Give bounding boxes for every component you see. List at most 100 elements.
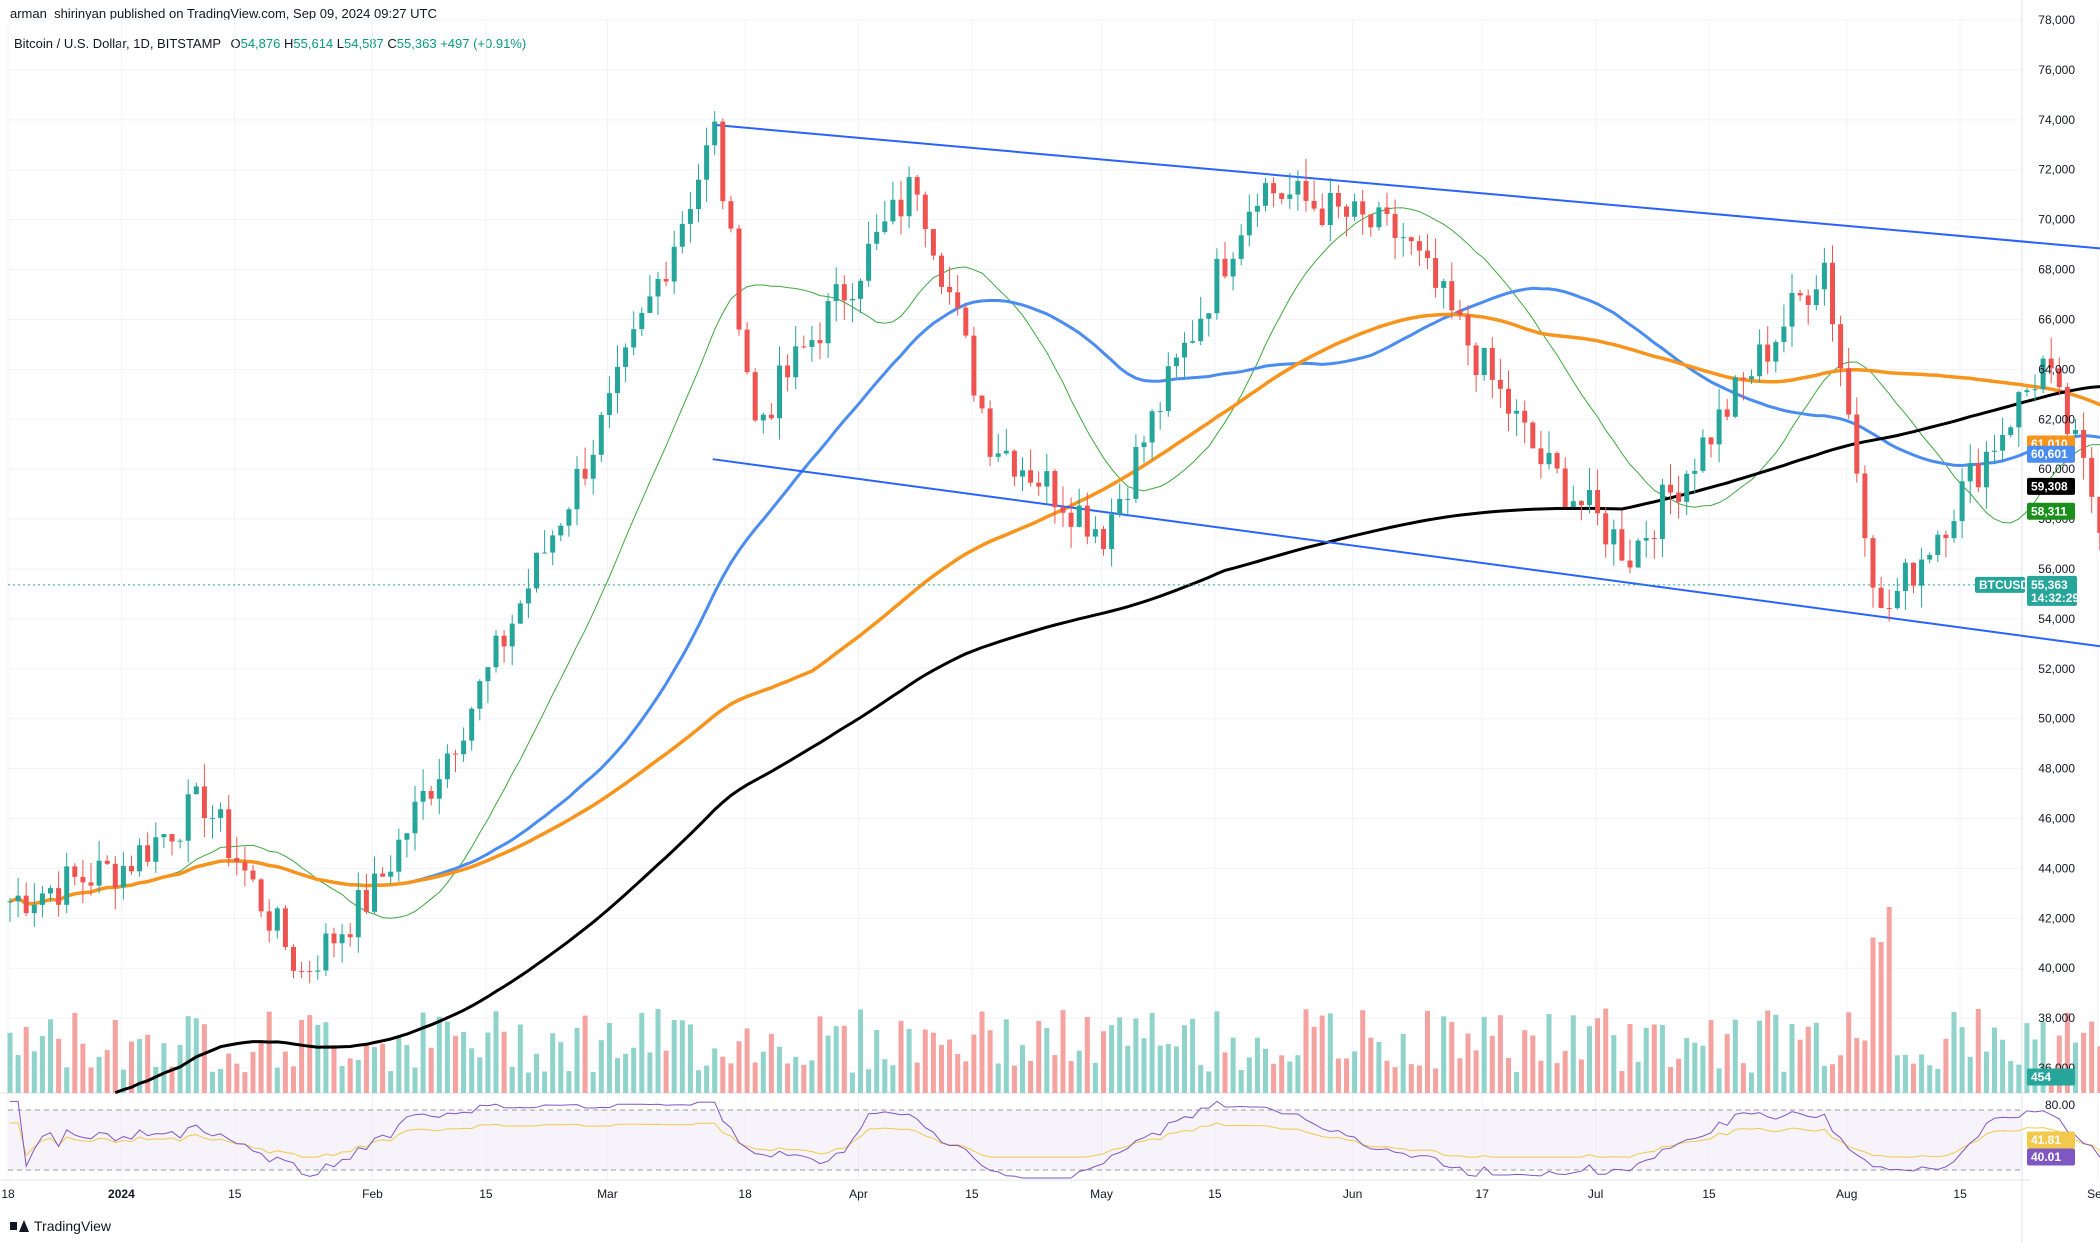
candle-body [1003, 450, 1009, 454]
volume-bar [1497, 1015, 1503, 1093]
candle-body [971, 335, 977, 396]
candle-body [339, 934, 345, 944]
candle-body [1052, 471, 1058, 508]
candle-body [1165, 366, 1171, 412]
candle-body [2024, 390, 2030, 393]
candle-body [736, 228, 742, 330]
candle-body [96, 860, 102, 886]
countdown-badge: 14:32:29 [2031, 591, 2079, 605]
candle-body [1198, 318, 1204, 342]
candle-body [574, 468, 580, 510]
candle-body [687, 209, 693, 224]
candle-body [1935, 534, 1941, 555]
candle-body [744, 329, 750, 373]
candle-body [1327, 192, 1333, 226]
symbol-legend[interactable]: Bitcoin / U.S. Dollar, 1D, BITSTAMP O54,… [14, 36, 526, 51]
volume-bar [1489, 1035, 1495, 1093]
candle-body [947, 286, 953, 293]
change-value: +497 (+0.91%) [440, 36, 527, 51]
tradingview-logo[interactable]: TradingView [10, 1218, 111, 1234]
candle-body [80, 876, 86, 883]
candle-body [88, 882, 94, 886]
volume-bar [1141, 1038, 1147, 1093]
candle-body [833, 284, 839, 302]
volume-bar [120, 1069, 126, 1093]
candle-body [137, 845, 143, 872]
volume-bar [987, 1030, 993, 1093]
candle-body [1749, 376, 1754, 380]
volume-bar [655, 1009, 661, 1093]
candle-body [1959, 481, 1965, 522]
candle-body [995, 453, 1001, 457]
candle-body [866, 243, 872, 281]
volume-bar [428, 1047, 434, 1093]
candle-body [882, 221, 888, 232]
volume-bar [1740, 1063, 1746, 1093]
candles [7, 111, 2100, 984]
volume-bar [1773, 1014, 1779, 1093]
candle-body [987, 408, 993, 457]
candle-body [1943, 534, 1949, 539]
candle-body [1627, 560, 1633, 568]
volume-bar [1165, 1044, 1171, 1093]
candle-body [1368, 214, 1374, 228]
candle-body [2097, 496, 2100, 533]
volume-bar [469, 1048, 475, 1093]
volume-bar [1360, 1010, 1366, 1093]
candle-body [428, 790, 434, 799]
candle-body [696, 179, 701, 210]
channel-lines [8, 123, 2100, 648]
badge-ma-blue-bg [2027, 445, 2075, 463]
volume-bar [1627, 1023, 1633, 1093]
volume-bar [517, 1024, 523, 1093]
time-tick: 15 [965, 1187, 979, 1201]
volume-bar [1854, 1038, 1860, 1093]
time-tick: Apr [849, 1187, 868, 1201]
volume-bar [1465, 1033, 1471, 1093]
candle-body [48, 888, 53, 894]
candle-body [1643, 537, 1649, 541]
badge-rsi-bg [2027, 1148, 2075, 1166]
volume-bar [647, 1052, 653, 1093]
volume-bar [2016, 1064, 2022, 1093]
volume-bar [1749, 1072, 1754, 1093]
volume-bar [1060, 1010, 1066, 1093]
volume-bar [777, 1046, 782, 1093]
candle-body [1700, 437, 1706, 471]
volume-bar [388, 1071, 394, 1093]
price-tick: 48,000 [2038, 762, 2075, 776]
candle-body [299, 970, 305, 972]
volume-bar [1578, 1059, 1584, 1093]
candle-body [210, 817, 215, 819]
volume-bar [420, 1012, 426, 1093]
volume-bar [1173, 1046, 1179, 1093]
candle-body [1927, 554, 1933, 560]
volume-bar [639, 1013, 645, 1093]
volume-bar [1344, 1058, 1349, 1093]
candle-body [1522, 410, 1528, 423]
candle-body [396, 839, 402, 872]
volume-bar [1392, 1067, 1398, 1093]
candle-body [1732, 377, 1738, 417]
volume-bar [169, 1066, 175, 1093]
candle-body [1886, 608, 1892, 610]
volume-bar [752, 1062, 758, 1093]
candle-body [1659, 484, 1665, 539]
volume-bar [1959, 1027, 1965, 1093]
candle-body [234, 858, 240, 863]
candle-body [23, 895, 29, 914]
candle-body [1230, 258, 1236, 277]
candle-body [1433, 258, 1439, 288]
badge-ma-black-bg [2027, 477, 2075, 495]
time-tick: Jun [1343, 1187, 1362, 1201]
volume-bar [1068, 1060, 1074, 1093]
candle-body [201, 786, 207, 819]
volume-bar [1684, 1038, 1690, 1093]
price-tick: 62,000 [2038, 412, 2075, 426]
volume-bar [210, 1071, 215, 1093]
volume-bar [15, 1055, 21, 1093]
candle-body [104, 860, 110, 864]
volume-bar [2089, 1021, 2095, 1093]
volume-bar [485, 1032, 491, 1093]
